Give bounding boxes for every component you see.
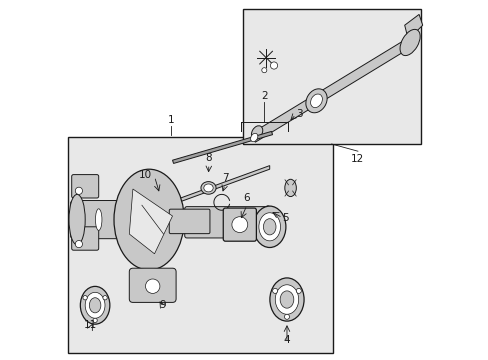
FancyBboxPatch shape — [70, 201, 152, 239]
Ellipse shape — [258, 213, 280, 241]
Polygon shape — [129, 189, 172, 254]
Circle shape — [231, 217, 247, 233]
FancyBboxPatch shape — [72, 227, 99, 250]
Ellipse shape — [203, 184, 213, 192]
Ellipse shape — [399, 30, 419, 55]
FancyBboxPatch shape — [184, 207, 268, 238]
FancyBboxPatch shape — [72, 175, 99, 198]
Ellipse shape — [251, 126, 262, 139]
Ellipse shape — [261, 206, 274, 239]
Text: 5: 5 — [282, 213, 289, 223]
Circle shape — [272, 288, 277, 293]
Ellipse shape — [253, 206, 285, 248]
Text: 12: 12 — [350, 154, 364, 164]
Circle shape — [145, 279, 160, 293]
Text: 2: 2 — [261, 91, 267, 101]
Circle shape — [284, 314, 289, 319]
Ellipse shape — [263, 219, 275, 235]
Polygon shape — [251, 38, 411, 142]
Text: 1: 1 — [167, 115, 174, 125]
Ellipse shape — [275, 285, 298, 314]
Ellipse shape — [305, 89, 326, 113]
Ellipse shape — [269, 278, 304, 321]
Ellipse shape — [310, 94, 322, 108]
Text: 9: 9 — [159, 300, 166, 310]
Text: 8: 8 — [205, 153, 212, 163]
Ellipse shape — [95, 209, 102, 230]
Ellipse shape — [80, 287, 110, 324]
FancyBboxPatch shape — [169, 209, 209, 234]
Circle shape — [296, 288, 301, 293]
Polygon shape — [404, 14, 422, 40]
Bar — [68, 137, 332, 353]
Ellipse shape — [89, 298, 101, 313]
Circle shape — [75, 240, 82, 248]
Circle shape — [83, 296, 87, 300]
Circle shape — [93, 318, 97, 323]
FancyBboxPatch shape — [129, 268, 176, 302]
Text: 10: 10 — [138, 170, 151, 180]
Text: 4: 4 — [283, 335, 290, 345]
Bar — [242, 9, 420, 144]
Circle shape — [102, 296, 107, 300]
Text: 6: 6 — [243, 193, 250, 203]
Ellipse shape — [114, 169, 184, 270]
Circle shape — [261, 68, 266, 73]
Text: 3: 3 — [295, 109, 302, 120]
Ellipse shape — [250, 133, 257, 142]
Ellipse shape — [85, 292, 105, 318]
Ellipse shape — [69, 194, 85, 245]
Text: 7: 7 — [221, 173, 228, 183]
Ellipse shape — [284, 179, 296, 197]
Polygon shape — [170, 166, 269, 205]
Circle shape — [75, 187, 82, 194]
Ellipse shape — [280, 291, 293, 308]
Text: 11: 11 — [84, 320, 97, 330]
FancyBboxPatch shape — [223, 208, 256, 241]
Circle shape — [270, 62, 277, 69]
Polygon shape — [172, 131, 272, 163]
Ellipse shape — [201, 181, 216, 194]
